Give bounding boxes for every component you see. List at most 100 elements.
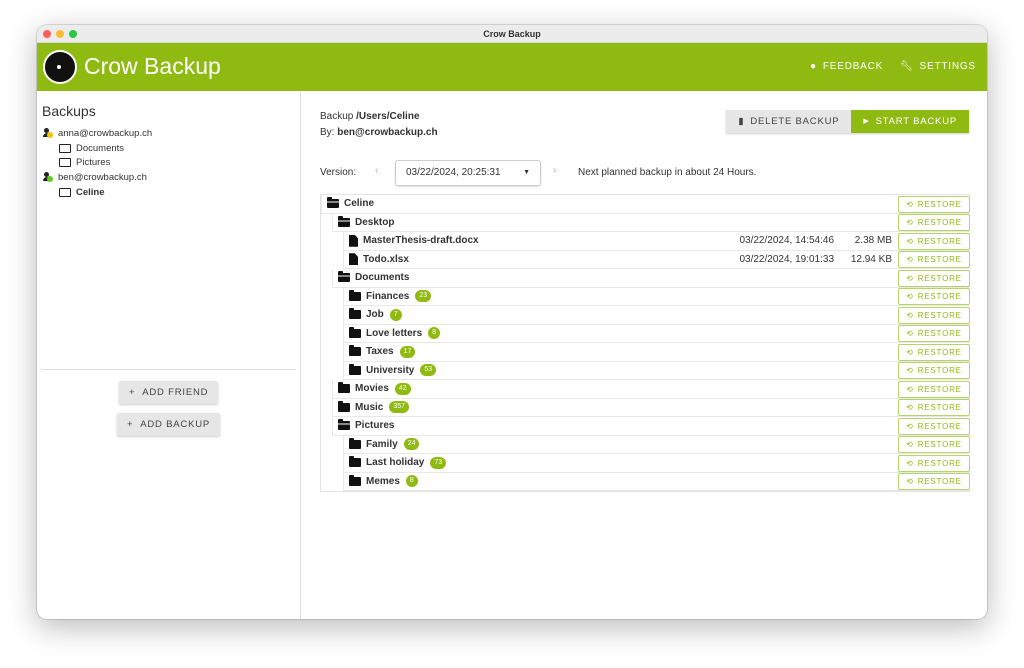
item-name: Documents — [355, 272, 410, 284]
minimize-window-button[interactable] — [56, 30, 64, 38]
restore-button[interactable]: ⟲ RESTORE — [898, 473, 970, 490]
tree-row[interactable]: Taxes 17 ⟲ RESTORE — [343, 343, 970, 362]
version-select[interactable]: 03/22/2024, 20:25:31 ▼ — [395, 160, 541, 186]
add-friend-label: ADD FRIEND — [142, 387, 209, 398]
file-icon — [349, 253, 358, 266]
next-backup-info: Next planned backup in about 24 Hours. — [578, 167, 757, 178]
title-bar: Crow Backup — [37, 25, 987, 43]
play-icon: ▶ — [863, 118, 870, 125]
tree-row[interactable]: Job 7 ⟲ RESTORE — [343, 306, 970, 325]
restore-button[interactable]: ⟲ RESTORE — [898, 417, 970, 435]
close-window-button[interactable] — [43, 30, 51, 38]
file-icon — [349, 234, 358, 247]
folder-icon — [59, 158, 71, 168]
tree-row[interactable]: Todo.xlsx 03/22/2024, 19:01:33 12.94 KB ⟲ RE… — [343, 250, 970, 269]
restore-button[interactable]: ⟲ RESTORE — [898, 454, 970, 472]
backup-path: /Users/Celine — [356, 111, 420, 122]
add-friend-button[interactable]: + ADD FRIEND — [119, 381, 219, 404]
backup-tree: anna@crowbackup.ch Documents Pictures ben@c… — [43, 126, 152, 199]
tree-row[interactable]: Family 24 ⟲ RESTORE — [343, 435, 970, 454]
start-label: START BACKUP — [875, 116, 957, 127]
item-count-badge: 17 — [399, 345, 416, 358]
item-count-badge: 73 — [430, 456, 447, 469]
trash-icon: ▮ — [738, 116, 745, 127]
item-name: Desktop — [355, 216, 395, 228]
folder-open-icon — [338, 271, 350, 283]
settings-button[interactable]: 🔧︎ SETTINGS — [900, 61, 976, 72]
history-icon: ⟲ — [906, 477, 914, 486]
tree-row[interactable]: Finances 23 ⟲ RESTORE — [343, 287, 970, 306]
restore-button[interactable]: ⟲ RESTORE — [898, 306, 970, 324]
folder-icon — [349, 363, 361, 375]
app-window: Crow Backup Crow Backup ● FEEDBACK 🔧︎ SETT… — [37, 25, 987, 619]
restore-label: RESTORE — [917, 329, 962, 338]
restore-label: RESTORE — [917, 384, 962, 394]
folder-icon — [59, 187, 71, 197]
restore-label: RESTORE — [917, 199, 962, 209]
backup-folder[interactable]: Celine — [43, 185, 152, 200]
item-count-badge: 23 — [415, 290, 432, 303]
history-icon: ⟲ — [906, 310, 914, 320]
tree-row[interactable]: Music 357 ⟲ RESTORE — [332, 398, 970, 417]
backup-owner: ben@crowbackup.ch — [337, 127, 438, 138]
tree-row[interactable]: Memes 8 ⟲ RESTORE — [343, 472, 970, 491]
item-name: Celine — [344, 198, 375, 210]
maximize-window-button[interactable] — [69, 30, 77, 38]
tree-row[interactable]: MasterThesis-draft.docx 03/22/2024, 14:54… — [343, 232, 970, 251]
restore-button[interactable]: ⟲ RESTORE — [898, 269, 970, 287]
tree-row[interactable]: Desktop ⟲ RESTORE — [332, 213, 970, 232]
status-dot — [47, 132, 53, 139]
folder-open-icon — [338, 215, 350, 227]
item-name: Family — [366, 438, 398, 450]
by-label: By: — [320, 127, 335, 138]
restore-button[interactable]: ⟲ RESTORE — [898, 214, 970, 231]
history-icon: ⟲ — [906, 199, 914, 209]
tree-row[interactable]: Pictures ⟲ RESTORE — [332, 417, 970, 436]
tree-row[interactable]: Documents ⟲ RESTORE — [332, 269, 970, 288]
item-size: 2.38 MB — [854, 235, 892, 247]
restore-button[interactable]: ⟲ RESTORE — [898, 232, 970, 250]
history-icon: ⟲ — [906, 236, 914, 246]
tree-row[interactable]: Celine ⟲ RESTORE — [321, 195, 970, 214]
next-version-button[interactable]: › — [553, 165, 557, 176]
history-icon: ⟲ — [906, 440, 914, 449]
restore-button[interactable]: ⟲ RESTORE — [898, 195, 970, 213]
folder-icon — [349, 345, 361, 357]
item-count-badge: 8 — [405, 475, 418, 488]
previous-version-button[interactable]: ‹ — [375, 165, 379, 176]
start-backup-button[interactable]: ▶ START BACKUP — [851, 110, 969, 133]
restore-button[interactable]: ⟲ RESTORE — [898, 380, 970, 398]
add-backup-button[interactable]: + ADD BACKUP — [117, 413, 220, 436]
feedback-label: FEEDBACK — [822, 61, 884, 72]
backup-user[interactable]: ben@crowbackup.ch — [43, 170, 152, 185]
version-label: Version: — [320, 167, 357, 178]
tree-row[interactable]: Movies 42 ⟲ RESTORE — [332, 380, 970, 399]
restore-button[interactable]: ⟲ RESTORE — [898, 251, 970, 268]
item-name: Music — [355, 401, 384, 413]
restore-button[interactable]: ⟲ RESTORE — [898, 343, 970, 361]
tree-row[interactable]: Love letters 8 ⟲ RESTORE — [343, 324, 970, 343]
dropdown-arrow-icon: ▼ — [523, 169, 530, 176]
restore-button[interactable]: ⟲ RESTORE — [898, 436, 970, 453]
history-icon: ⟲ — [906, 347, 914, 357]
tree-row[interactable]: University 53 ⟲ RESTORE — [343, 361, 970, 380]
file-tree: Celine ⟲ RESTORE Desktop ⟲ RESTORE MasterThesi… — [320, 194, 970, 492]
feedback-button[interactable]: ● FEEDBACK — [810, 61, 883, 72]
tree-row[interactable]: Last holiday 73 ⟲ RESTORE — [343, 454, 970, 473]
backup-label: Backup — [320, 111, 354, 122]
folder-open-icon — [327, 197, 339, 209]
backup-folder[interactable]: Documents — [43, 141, 152, 156]
folder-icon — [338, 382, 350, 394]
crow-logo-icon — [43, 50, 77, 84]
delete-backup-button[interactable]: ▮ DELETE BACKUP — [726, 110, 852, 133]
backup-user[interactable]: anna@crowbackup.ch — [43, 126, 152, 141]
backup-folder[interactable]: Pictures — [43, 155, 152, 170]
restore-button[interactable]: ⟲ RESTORE — [898, 325, 970, 342]
restore-button[interactable]: ⟲ RESTORE — [898, 288, 970, 305]
add-backup-label: ADD BACKUP — [140, 419, 210, 430]
restore-button[interactable]: ⟲ RESTORE — [898, 399, 970, 416]
restore-label: RESTORE — [917, 421, 962, 431]
chat-icon: ● — [810, 61, 817, 72]
restore-label: RESTORE — [917, 458, 962, 468]
restore-button[interactable]: ⟲ RESTORE — [898, 362, 970, 379]
